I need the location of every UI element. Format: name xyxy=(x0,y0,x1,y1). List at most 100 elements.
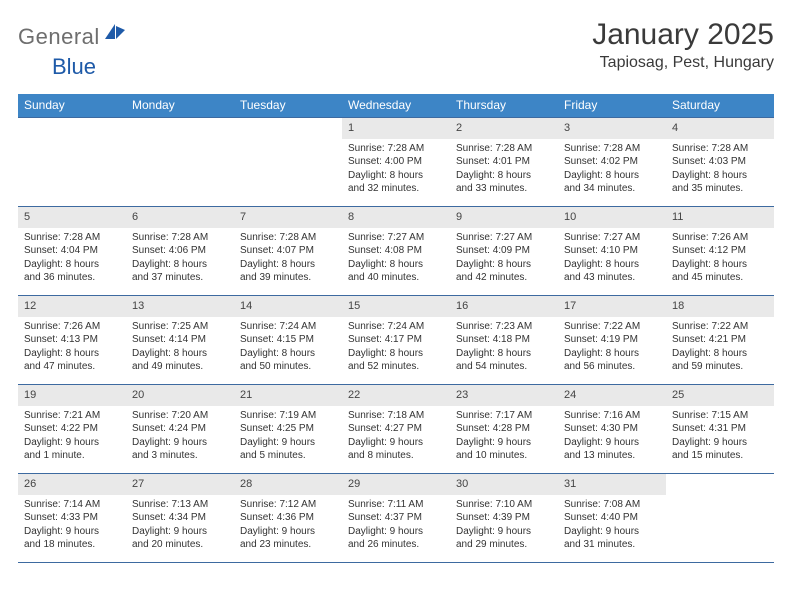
daylight-text-1: Daylight: 9 hours xyxy=(24,436,120,450)
calendar-week-row: 19Sunrise: 7:21 AMSunset: 4:22 PMDayligh… xyxy=(18,384,774,473)
sunrise-text: Sunrise: 7:16 AM xyxy=(564,409,660,423)
daylight-text-2: and 56 minutes. xyxy=(564,360,660,374)
calendar-day: 10Sunrise: 7:27 AMSunset: 4:10 PMDayligh… xyxy=(558,207,666,295)
sunset-text: Sunset: 4:28 PM xyxy=(456,422,552,436)
sunset-text: Sunset: 4:14 PM xyxy=(132,333,228,347)
day-details: Sunrise: 7:10 AMSunset: 4:39 PMDaylight:… xyxy=(450,495,558,558)
daylight-text-2: and 31 minutes. xyxy=(564,538,660,552)
calendar-day: 31Sunrise: 7:08 AMSunset: 4:40 PMDayligh… xyxy=(558,474,666,562)
day-number: 27 xyxy=(126,474,234,495)
daylight-text-2: and 50 minutes. xyxy=(240,360,336,374)
day-details: Sunrise: 7:27 AMSunset: 4:09 PMDaylight:… xyxy=(450,228,558,291)
day-number: 2 xyxy=(450,118,558,139)
daylight-text-2: and 13 minutes. xyxy=(564,449,660,463)
daylight-text-2: and 15 minutes. xyxy=(672,449,768,463)
calendar-day: 27Sunrise: 7:13 AMSunset: 4:34 PMDayligh… xyxy=(126,474,234,562)
day-details: Sunrise: 7:13 AMSunset: 4:34 PMDaylight:… xyxy=(126,495,234,558)
sunset-text: Sunset: 4:24 PM xyxy=(132,422,228,436)
daylight-text-2: and 29 minutes. xyxy=(456,538,552,552)
calendar-day: 1 Sunrise: 7:28 AMSunset: 4:00 PMDaylight… xyxy=(342,118,450,206)
weekday-header: Tuesday xyxy=(234,94,342,117)
sunrise-text: Sunrise: 7:28 AM xyxy=(24,231,120,245)
day-details: Sunrise: 7:27 AMSunset: 4:08 PMDaylight:… xyxy=(342,228,450,291)
calendar-day: 15Sunrise: 7:24 AMSunset: 4:17 PMDayligh… xyxy=(342,296,450,384)
daylight-text-1: Daylight: 9 hours xyxy=(672,436,768,450)
daylight-text-1: Daylight: 9 hours xyxy=(132,525,228,539)
sunrise-text: Sunrise: 7:18 AM xyxy=(348,409,444,423)
sunrise-text: Sunrise: 7:24 AM xyxy=(348,320,444,334)
day-number: 5 xyxy=(18,207,126,228)
daylight-text-1: Daylight: 8 hours xyxy=(456,347,552,361)
calendar-week-row: 26Sunrise: 7:14 AMSunset: 4:33 PMDayligh… xyxy=(18,473,774,562)
day-details: Sunrise: 7:24 AMSunset: 4:15 PMDaylight:… xyxy=(234,317,342,380)
sunrise-text: Sunrise: 7:28 AM xyxy=(348,142,444,156)
daylight-text-2: and 18 minutes. xyxy=(24,538,120,552)
daylight-text-2: and 33 minutes. xyxy=(456,182,552,196)
calendar-grid: Sunday Monday Tuesday Wednesday Thursday… xyxy=(18,94,774,563)
sunrise-text: Sunrise: 7:21 AM xyxy=(24,409,120,423)
day-details: Sunrise: 7:11 AMSunset: 4:37 PMDaylight:… xyxy=(342,495,450,558)
day-number: 4 xyxy=(666,118,774,139)
sunrise-text: Sunrise: 7:11 AM xyxy=(348,498,444,512)
sunrise-text: Sunrise: 7:28 AM xyxy=(456,142,552,156)
daylight-text-1: Daylight: 8 hours xyxy=(564,347,660,361)
calendar-day-empty xyxy=(18,118,126,206)
sunset-text: Sunset: 4:39 PM xyxy=(456,511,552,525)
sunset-text: Sunset: 4:00 PM xyxy=(348,155,444,169)
sunset-text: Sunset: 4:08 PM xyxy=(348,244,444,258)
day-number: 1 xyxy=(342,118,450,139)
sunset-text: Sunset: 4:13 PM xyxy=(24,333,120,347)
daylight-text-2: and 37 minutes. xyxy=(132,271,228,285)
brand-logo: General xyxy=(18,18,128,50)
sunrise-text: Sunrise: 7:14 AM xyxy=(24,498,120,512)
sunset-text: Sunset: 4:17 PM xyxy=(348,333,444,347)
day-details: Sunrise: 7:16 AMSunset: 4:30 PMDaylight:… xyxy=(558,406,666,469)
daylight-text-1: Daylight: 9 hours xyxy=(456,436,552,450)
calendar-week-row: 5Sunrise: 7:28 AMSunset: 4:04 PMDaylight… xyxy=(18,206,774,295)
daylight-text-1: Daylight: 8 hours xyxy=(564,169,660,183)
daylight-text-1: Daylight: 8 hours xyxy=(24,258,120,272)
weekday-header: Sunday xyxy=(18,94,126,117)
sunrise-text: Sunrise: 7:24 AM xyxy=(240,320,336,334)
daylight-text-2: and 47 minutes. xyxy=(24,360,120,374)
daylight-text-2: and 35 minutes. xyxy=(672,182,768,196)
sunset-text: Sunset: 4:25 PM xyxy=(240,422,336,436)
calendar-day: 30Sunrise: 7:10 AMSunset: 4:39 PMDayligh… xyxy=(450,474,558,562)
day-details: Sunrise: 7:14 AMSunset: 4:33 PMDaylight:… xyxy=(18,495,126,558)
calendar-week-row: 12Sunrise: 7:26 AMSunset: 4:13 PMDayligh… xyxy=(18,295,774,384)
day-details: Sunrise: 7:24 AMSunset: 4:17 PMDaylight:… xyxy=(342,317,450,380)
weekday-header: Monday xyxy=(126,94,234,117)
calendar-day: 17Sunrise: 7:22 AMSunset: 4:19 PMDayligh… xyxy=(558,296,666,384)
day-number: 6 xyxy=(126,207,234,228)
weekday-header: Wednesday xyxy=(342,94,450,117)
daylight-text-1: Daylight: 9 hours xyxy=(564,525,660,539)
daylight-text-2: and 20 minutes. xyxy=(132,538,228,552)
calendar-day: 8Sunrise: 7:27 AMSunset: 4:08 PMDaylight… xyxy=(342,207,450,295)
daylight-text-2: and 45 minutes. xyxy=(672,271,768,285)
daylight-text-1: Daylight: 9 hours xyxy=(348,525,444,539)
daylight-text-2: and 59 minutes. xyxy=(672,360,768,374)
sunset-text: Sunset: 4:02 PM xyxy=(564,155,660,169)
day-number: 24 xyxy=(558,385,666,406)
day-number: 15 xyxy=(342,296,450,317)
day-details: Sunrise: 7:17 AMSunset: 4:28 PMDaylight:… xyxy=(450,406,558,469)
daylight-text-1: Daylight: 8 hours xyxy=(348,169,444,183)
sunset-text: Sunset: 4:34 PM xyxy=(132,511,228,525)
daylight-text-1: Daylight: 8 hours xyxy=(456,169,552,183)
daylight-text-1: Daylight: 8 hours xyxy=(348,258,444,272)
sunrise-text: Sunrise: 7:15 AM xyxy=(672,409,768,423)
sunrise-text: Sunrise: 7:23 AM xyxy=(456,320,552,334)
day-details: Sunrise: 7:28 AMSunset: 4:02 PMDaylight:… xyxy=(558,139,666,202)
sunset-text: Sunset: 4:33 PM xyxy=(24,511,120,525)
day-number: 16 xyxy=(450,296,558,317)
calendar-day: 6Sunrise: 7:28 AMSunset: 4:06 PMDaylight… xyxy=(126,207,234,295)
day-number: 22 xyxy=(342,385,450,406)
calendar-day: 26Sunrise: 7:14 AMSunset: 4:33 PMDayligh… xyxy=(18,474,126,562)
sunrise-text: Sunrise: 7:27 AM xyxy=(348,231,444,245)
calendar-day: 21Sunrise: 7:19 AMSunset: 4:25 PMDayligh… xyxy=(234,385,342,473)
day-number: 31 xyxy=(558,474,666,495)
sunset-text: Sunset: 4:06 PM xyxy=(132,244,228,258)
sunrise-text: Sunrise: 7:08 AM xyxy=(564,498,660,512)
sunset-text: Sunset: 4:22 PM xyxy=(24,422,120,436)
day-number: 10 xyxy=(558,207,666,228)
